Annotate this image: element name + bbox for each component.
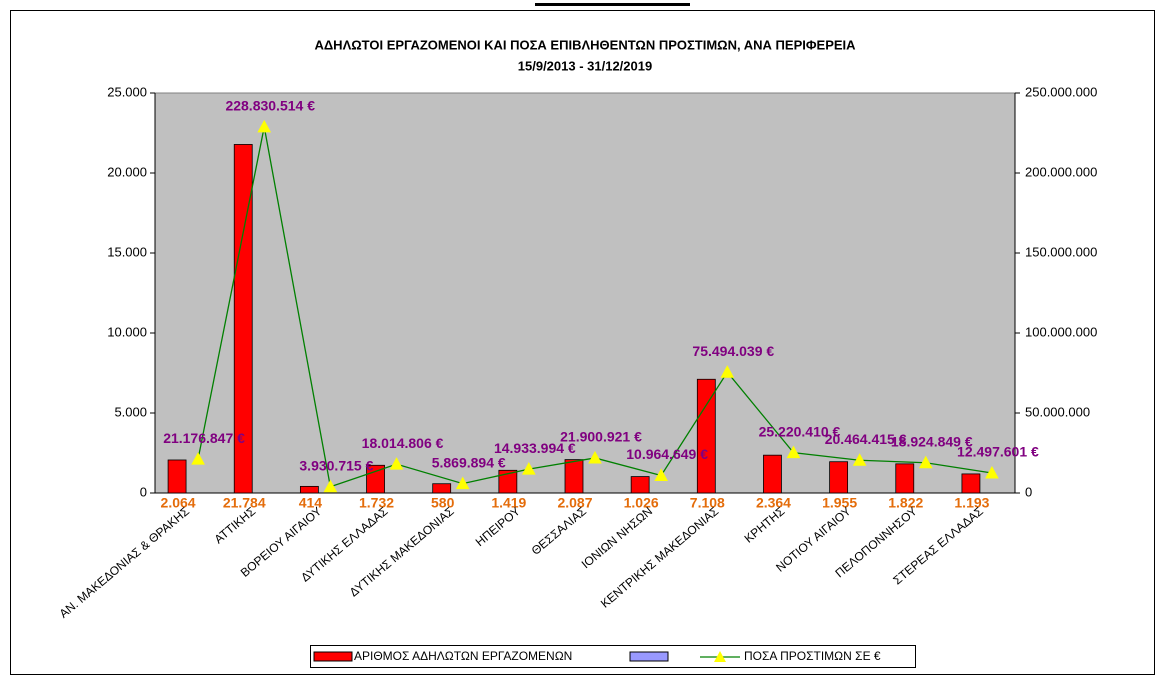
line-marker — [323, 479, 338, 493]
line-marker — [191, 452, 205, 465]
line-value-label: 21.900.921 € — [560, 429, 642, 445]
bar-value-label: 1.822 — [888, 495, 923, 511]
line-marker — [720, 365, 735, 378]
y2-tick-label: 150.000.000 — [1025, 244, 1097, 259]
line-value-label: 5.869.894 € — [432, 454, 506, 470]
chart-subtitle: 15/9/2013 - 31/12/2019 — [518, 58, 652, 73]
y2-tick-label: 200.000.000 — [1025, 164, 1097, 179]
bar-value-label: 1.732 — [359, 495, 394, 511]
y2-tick-label: 250.000.000 — [1025, 84, 1097, 99]
bar — [961, 473, 981, 494]
bar-value-label: 2.364 — [756, 495, 791, 511]
bar — [167, 459, 187, 494]
y-tick-label: 20.000 — [107, 164, 147, 179]
y2-tick-label: 100.000.000 — [1025, 324, 1097, 339]
bar — [564, 459, 584, 494]
line-value-label: 18.014.806 € — [362, 435, 444, 451]
line-marker — [985, 465, 999, 479]
bar — [829, 461, 849, 494]
line-value-label: 25.220.410 € — [759, 423, 841, 439]
line-marker — [918, 455, 933, 469]
chart-title: ΑΔΗΛΩΤΟΙ ΕΡΓΑΖΟΜΕΝΟΙ ΚΑΙ ΠΟΣΑ ΕΠΙΒΛΗΘΕΝΤ… — [314, 37, 856, 52]
line-marker — [257, 119, 272, 133]
bar — [233, 144, 253, 494]
line-value-label: 3.930.715 € — [299, 457, 373, 473]
legend — [310, 645, 916, 668]
line-value-label: 228.830.514 € — [225, 98, 315, 114]
line-value-label: 21.176.847 € — [163, 430, 245, 446]
line-value-label: 14.933.994 € — [494, 440, 576, 456]
bar — [630, 476, 650, 494]
y-tick-label: 10.000 — [107, 324, 147, 339]
line-marker — [852, 453, 867, 466]
line-value-label: 18.924.849 € — [891, 433, 973, 449]
line-marker — [455, 476, 470, 490]
bar — [432, 483, 452, 494]
bar-value-label: 1.419 — [491, 495, 526, 511]
line-marker — [522, 462, 536, 475]
legend-label: ΠΟΣΑ ΠΡΟΣΤΙΜΩΝ ΣΕ € — [744, 649, 881, 663]
line-value-label: 12.497.601 € — [957, 444, 1039, 460]
y-tick-label: 15.000 — [107, 244, 147, 259]
top-bar — [535, 3, 690, 6]
bar — [763, 454, 782, 494]
line-marker — [654, 468, 668, 481]
y2-tick-label: 50.000.000 — [1025, 404, 1090, 419]
plot-area — [154, 92, 1016, 494]
bar-value-label: 7.108 — [690, 495, 725, 511]
bar-value-label: 1.955 — [822, 495, 857, 511]
bar-value-label: 2.087 — [557, 495, 592, 511]
bar-value-label: 1.026 — [624, 495, 659, 511]
y2-tick-label: 0 — [1025, 484, 1032, 499]
legend-marker — [714, 651, 726, 662]
legend-swatch — [629, 651, 669, 662]
line-marker — [389, 457, 404, 470]
line-value-label: 20.464.415 € — [825, 431, 907, 447]
bar — [498, 469, 518, 494]
legend-label: ΑΡΙΘΜΟΣ ΑΔΗΛΩΤΩΝ ΕΡΓΑΖΟΜΕΝΩΝ — [354, 649, 572, 663]
bar — [895, 463, 915, 494]
legend-swatch — [313, 651, 353, 662]
line-value-label: 10.964.649 € — [626, 446, 708, 462]
bar — [299, 485, 319, 494]
line-marker — [786, 445, 801, 459]
y-tick-label: 0 — [140, 484, 147, 499]
bar-value-label: 2.064 — [161, 495, 196, 511]
line-value-label: 75.494.039 € — [692, 343, 774, 359]
bar — [696, 378, 716, 494]
line-marker — [588, 450, 602, 464]
y-tick-label: 25.000 — [107, 84, 147, 99]
bar-value-label: 21.784 — [223, 495, 266, 511]
bar-value-label: 1.193 — [954, 495, 989, 511]
y-tick-label: 5.000 — [114, 404, 147, 419]
bar-value-label: 580 — [431, 495, 455, 511]
bar-value-label: 414 — [299, 495, 323, 511]
